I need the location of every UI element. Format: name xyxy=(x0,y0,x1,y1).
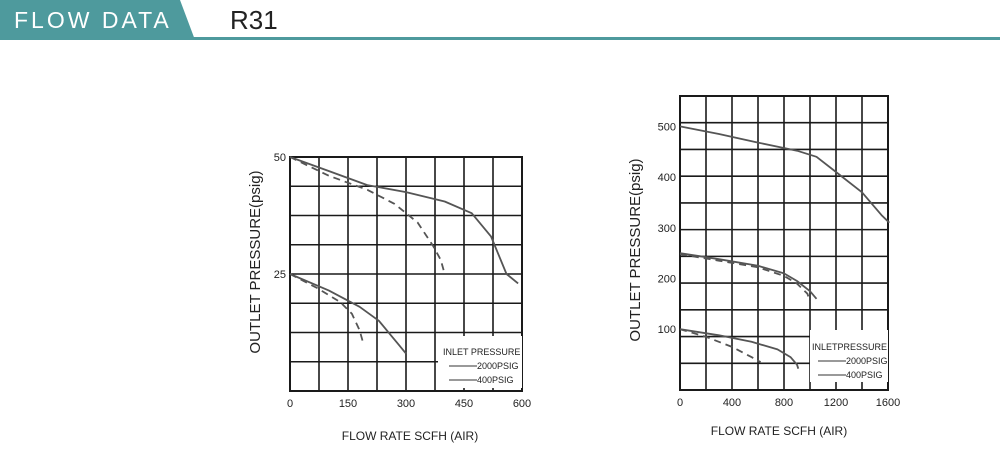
y-tick-label: 25 xyxy=(274,269,286,281)
series-line-2000psig-solid xyxy=(679,125,890,224)
series-line-2000psig-solid xyxy=(679,252,818,300)
x-tick-label: 600 xyxy=(513,398,531,410)
x-axis-label: FLOW RATE SCFH (AIR) xyxy=(342,429,478,443)
model-number: R31 xyxy=(230,5,278,35)
legend-title: INLETPRESSURE xyxy=(812,342,887,352)
legend-entry: 2000PSIG xyxy=(477,361,519,371)
x-tick-label: 800 xyxy=(775,397,793,409)
series-line-400psig-dashed xyxy=(679,328,762,363)
legend-title: INLET PRESSURE xyxy=(443,347,520,357)
series-line-400psig-dashed xyxy=(289,156,446,275)
plot-frame xyxy=(679,95,889,391)
header-tab xyxy=(0,0,195,40)
legend-entry: 2000PSIG xyxy=(846,356,888,366)
y-tick-label: 100 xyxy=(658,324,676,336)
series-line-400psig-dashed xyxy=(289,273,365,345)
y-tick-label: 500 xyxy=(658,121,676,133)
header-underline xyxy=(190,37,1000,40)
x-tick-label: 400 xyxy=(723,397,741,409)
header-banner: FLOW DATA R31 xyxy=(0,0,1000,42)
header-title: FLOW DATA xyxy=(14,7,172,33)
x-tick-label: 300 xyxy=(397,398,415,410)
x-tick-label: 0 xyxy=(677,397,683,409)
x-tick-label: 0 xyxy=(287,398,293,410)
legend-entry: 400PSIG xyxy=(477,375,514,385)
y-axis-label: OUTLET PRESSURE(psig) xyxy=(247,170,264,353)
y-tick-label: 50 xyxy=(274,152,286,164)
y-axis-label: OUTLET PRESSURE(psig) xyxy=(627,158,644,341)
x-tick-label: 150 xyxy=(339,398,357,410)
x-tick-label: 1600 xyxy=(876,397,900,409)
legend-box xyxy=(438,336,522,388)
y-tick-label: 200 xyxy=(658,273,676,285)
legend-entry: 400PSIG xyxy=(846,370,883,380)
series-line-2000psig-solid xyxy=(289,273,407,355)
legend-box xyxy=(810,330,888,382)
series-line-400psig-dashed xyxy=(679,253,811,302)
series-line-2000psig-solid xyxy=(289,156,519,285)
x-axis-label: FLOW RATE SCFH (AIR) xyxy=(711,424,847,438)
series-line-2000psig-solid xyxy=(679,328,800,369)
y-tick-label: 300 xyxy=(658,223,676,235)
y-tick-label: 400 xyxy=(658,172,676,184)
x-tick-label: 1200 xyxy=(824,397,848,409)
x-tick-label: 450 xyxy=(455,398,473,410)
